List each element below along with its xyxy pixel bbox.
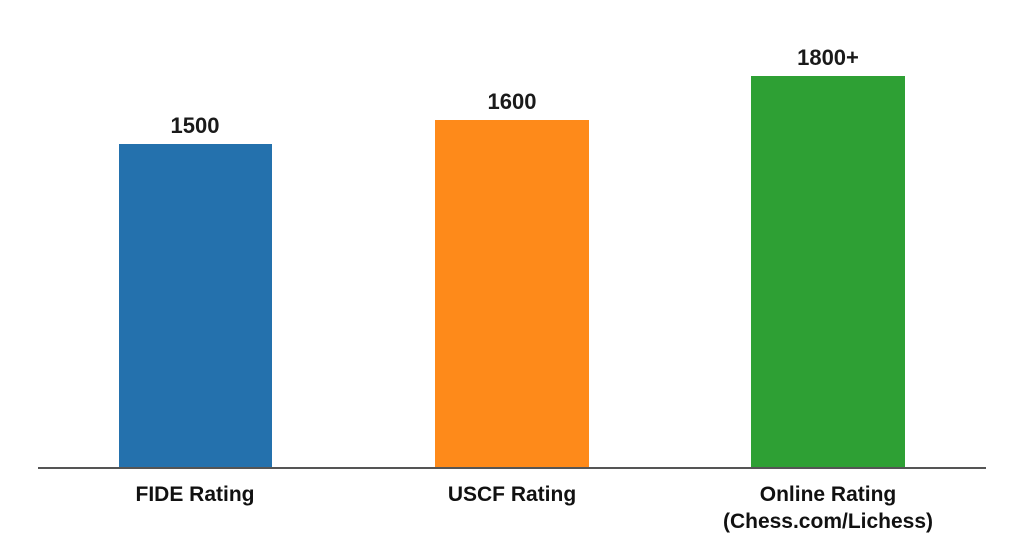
x-tick-label-fide: FIDE Rating	[35, 481, 355, 508]
bar-fide	[119, 144, 272, 468]
x-tick-label-fide-line1: FIDE Rating	[135, 483, 255, 506]
bar-online	[751, 76, 905, 468]
x-tick-label-online: Online Rating (Chess.com/Lichess)	[668, 481, 988, 535]
x-tick-label-uscf-line1: USCF Rating	[447, 483, 577, 506]
x-axis-line	[38, 467, 986, 469]
bar-value-label-fide: 1500	[170, 113, 220, 138]
x-tick-label-online-line1: Online Rating	[759, 483, 897, 506]
x-tick-label-uscf: USCF Rating	[352, 481, 672, 508]
bar-value-label-uscf: 1600	[487, 89, 537, 114]
x-tick-label-online-line2: (Chess.com/Lichess)	[722, 510, 934, 533]
bar-uscf	[435, 120, 589, 468]
bar-value-label-online: 1800+	[797, 45, 859, 70]
